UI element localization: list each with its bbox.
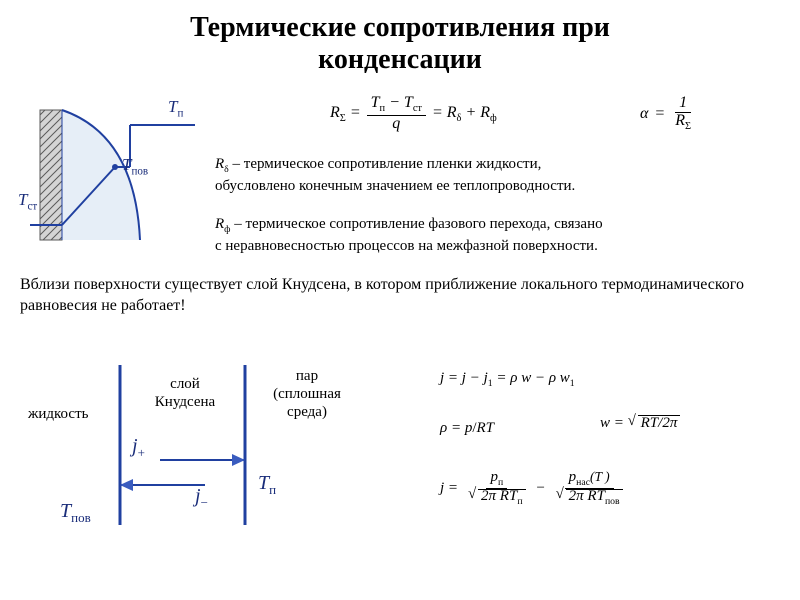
equation-alpha: α= 1 RΣ — [640, 95, 695, 133]
label-Tpov: Tпов — [122, 155, 148, 177]
region-knudsen: слойКнудсена — [145, 375, 225, 411]
equation-j-balance: j = j − j1 = ρ w − ρ w1 — [440, 370, 575, 389]
equation-rho: ρ = p/RT — [440, 420, 494, 437]
label-Tp: Tп — [168, 97, 183, 119]
diagram-svg — [20, 95, 210, 265]
knudsen-layer-diagram: жидкость слойКнудсена пар(сплошнаясреда)… — [20, 345, 420, 545]
equation-Rsigma: RΣ = Tп − Tст q = Rδ + Rф — [330, 95, 497, 133]
lower-Tpov: Tпов — [60, 500, 91, 526]
knudsen-paragraph: Вблизи поверхности существует слой Кнудс… — [20, 275, 780, 317]
lower-jminus: j− — [195, 485, 208, 511]
title-line1: Термические сопротивления при — [190, 12, 610, 43]
page-title: Термические сопротивления при конденсаци… — [0, 0, 800, 76]
description-Rdelta: Rδ – термическое сопротивление пленки жи… — [215, 155, 790, 196]
lower-jplus: j+ — [132, 435, 145, 461]
lower-Tp: Tп — [258, 472, 276, 498]
equation-w: w = √RT/2π — [600, 415, 680, 432]
description-Rphi: Rф – термическое сопротивление фазового … — [215, 215, 790, 256]
title-line2: конденсации — [318, 44, 482, 75]
label-Tst: Tст — [18, 190, 37, 212]
equation-j-final: j = pп √2π RTп − pнас(T ) √2π RTпов — [440, 470, 627, 507]
region-vapor: пар(сплошнаясреда) — [262, 367, 352, 421]
region-liquid: жидкость — [28, 405, 88, 423]
condensation-diagram: Tп Tпов Tст — [20, 95, 210, 265]
